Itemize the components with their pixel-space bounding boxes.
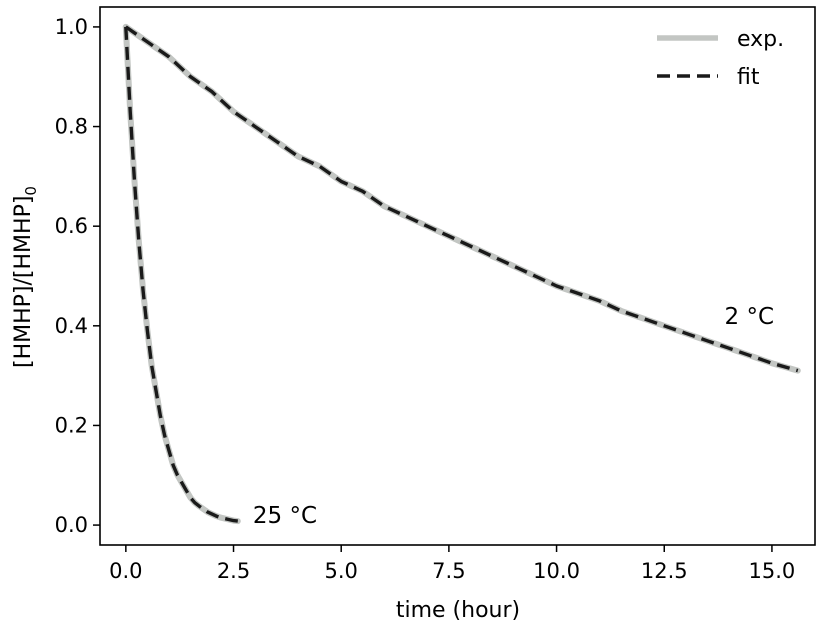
series-exp-2c [122, 23, 801, 374]
x-tick-label: 12.5 [641, 559, 688, 583]
annotations: 25 °C 2 °C [253, 304, 774, 529]
y-axis-title-subscript: 0 [22, 186, 40, 196]
y-axis-title: [HMHP]/[HMHP]0 [11, 186, 40, 368]
svg-text:[HMHP]/[HMHP]0: [HMHP]/[HMHP]0 [11, 186, 40, 368]
y-axis: 0.0 0.2 0.4 0.6 0.8 1.0 [55, 15, 100, 537]
y-tick-label: 0.6 [55, 214, 88, 238]
x-tick-label: 10.0 [533, 559, 580, 583]
legend-label: fit [737, 65, 760, 90]
x-tick-label: 7.5 [432, 559, 465, 583]
y-tick-label: 0.4 [55, 314, 88, 338]
x-tick-label: 15.0 [749, 559, 796, 583]
curve-label: 2 °C [725, 304, 775, 330]
legend: exp. fit [657, 27, 784, 90]
y-tick-label: 0.2 [55, 413, 88, 437]
y-tick-label: 1.0 [55, 15, 88, 39]
plot-area [122, 23, 801, 525]
y-tick-label: 0.0 [55, 513, 88, 537]
x-tick-label: 5.0 [325, 559, 358, 583]
curve-label: 25 °C [253, 503, 317, 529]
legend-label: exp. [737, 27, 784, 52]
y-tick-label: 0.8 [55, 115, 88, 139]
y-axis-title-main: [HMHP]/[HMHP] [11, 196, 36, 368]
axes-frame [99, 6, 816, 546]
x-tick-label: 0.0 [109, 559, 142, 583]
x-tick-label: 2.5 [217, 559, 250, 583]
x-axis: 0.0 2.5 5.0 7.5 10.0 12.5 15.0 [109, 545, 795, 583]
series-fit-2c [124, 25, 799, 373]
series-fit-25c [124, 26, 238, 523]
x-axis-title: time (hour) [396, 598, 520, 623]
